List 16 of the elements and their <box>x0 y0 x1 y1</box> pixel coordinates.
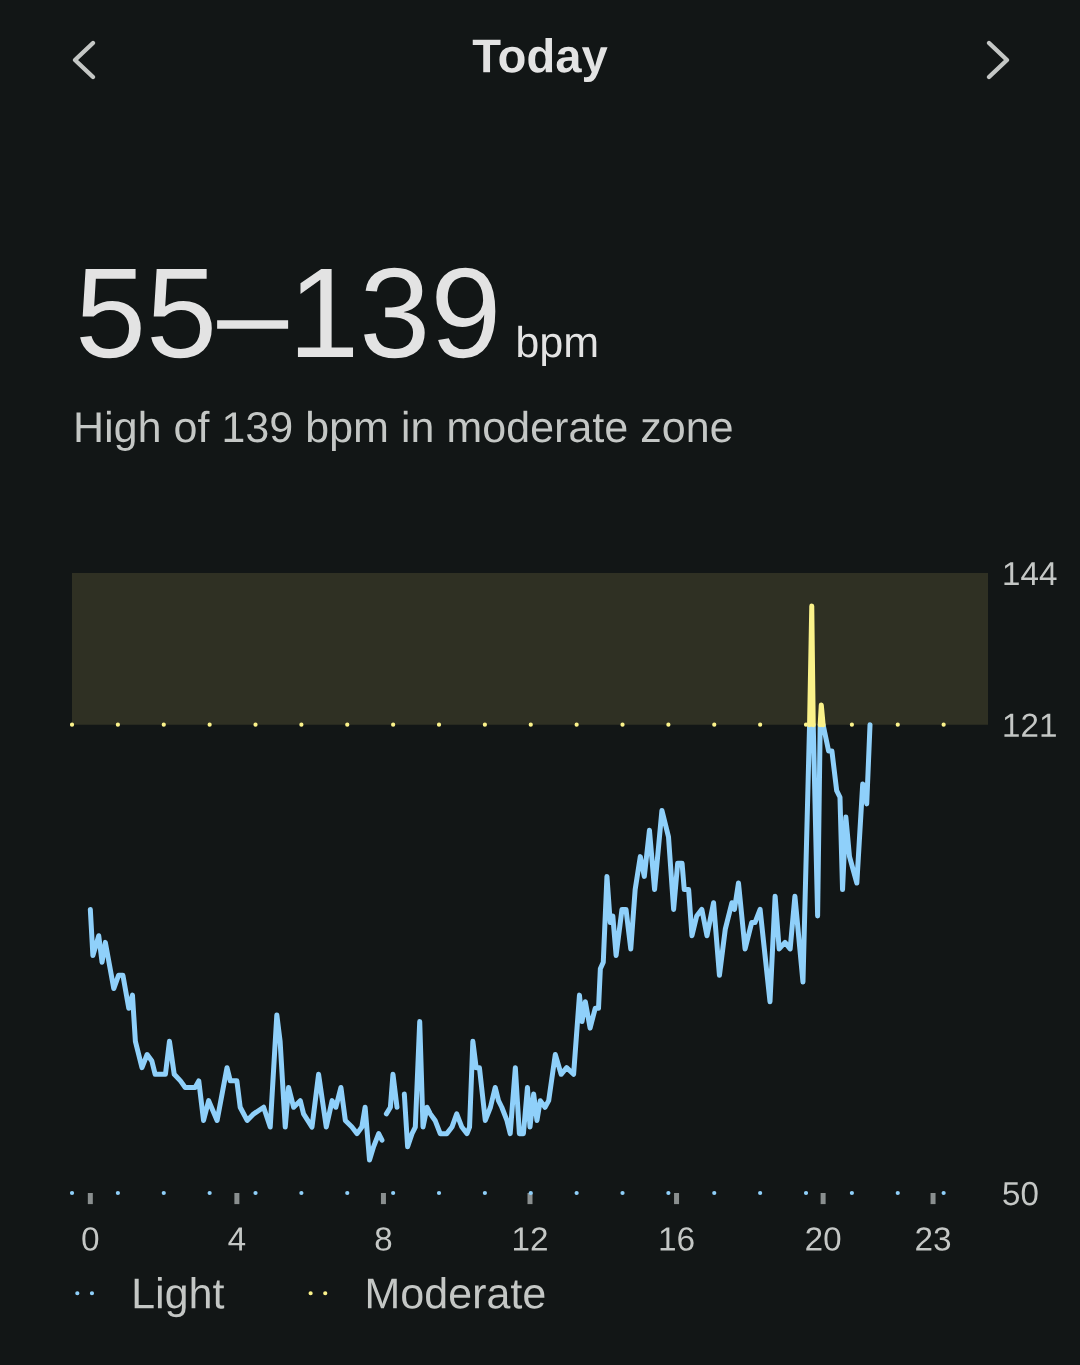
y-tick-label: 121 <box>1004 713 1056 737</box>
y-tick-label: 50 <box>1003 1181 1038 1206</box>
x-tick-label: 8 <box>375 1227 392 1251</box>
legend-label: Light <box>134 1277 225 1318</box>
x-tick-label: 4 <box>228 1227 246 1251</box>
chart-title: Today <box>472 37 608 83</box>
x-tick-label: 0 <box>82 1227 99 1251</box>
x-tick-label: 16 <box>660 1227 694 1251</box>
x-tick-label: 12 <box>514 1227 547 1251</box>
x-tick-label: 23 <box>916 1227 951 1251</box>
legend-label: Moderate <box>367 1277 545 1309</box>
text: bpm <box>518 325 597 366</box>
chart-subtitle: High of 139 bpm in moderate zone <box>76 410 732 451</box>
x-tick-label: 20 <box>806 1227 841 1251</box>
text: 55–139 <box>80 267 496 359</box>
y-tick-label: 144 <box>1004 562 1057 586</box>
